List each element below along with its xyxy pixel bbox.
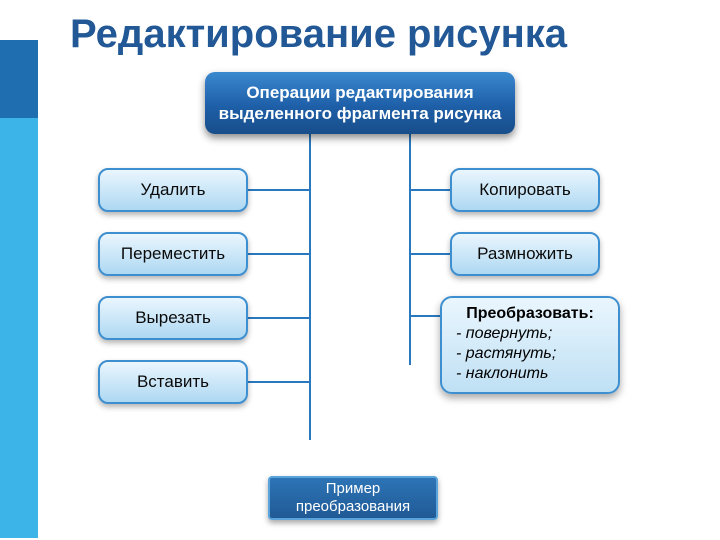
leaf-transform: Преобразовать: - повернуть; - растянуть;… <box>440 296 620 394</box>
slide-title: Редактирование рисунка <box>70 12 567 57</box>
sidebar-accent-dark <box>0 40 38 118</box>
transform-item-2: - наклонить <box>450 364 610 384</box>
sidebar-accent-light <box>0 118 38 538</box>
leaf-duplicate: Размножить <box>450 232 600 276</box>
example-transform-button[interactable]: Пример преобразования <box>268 476 438 520</box>
transform-title: Преобразовать: <box>450 304 610 324</box>
root-node: Операции редактирования выделенного фраг… <box>205 72 515 134</box>
transform-item-1: - растянуть; <box>450 344 610 364</box>
leaf-copy: Копировать <box>450 168 600 212</box>
leaf-delete: Удалить <box>98 168 248 212</box>
leaf-paste: Вставить <box>98 360 248 404</box>
leaf-cut: Вырезать <box>98 296 248 340</box>
leaf-move: Переместить <box>98 232 248 276</box>
transform-item-0: - повернуть; <box>450 324 610 344</box>
